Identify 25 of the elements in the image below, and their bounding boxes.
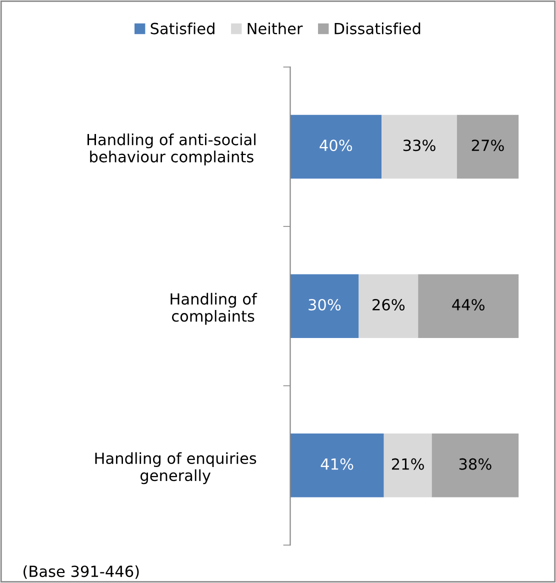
legend-label: Neither <box>248 22 303 34</box>
data-label: 41% <box>320 458 354 470</box>
legend-label: Dissatisfied <box>334 22 420 34</box>
bar <box>358 274 418 338</box>
bar <box>290 274 359 338</box>
data-label: 30% <box>308 298 341 311</box>
bar <box>456 114 519 179</box>
data-label: 26% <box>372 298 405 311</box>
data-label: 44% <box>452 298 484 311</box>
text: (Base 391-446) <box>24 565 139 579</box>
data-label: 33% <box>403 140 436 152</box>
data-label: 40% <box>320 140 352 152</box>
bar <box>384 434 432 498</box>
bar <box>290 434 384 498</box>
bar <box>418 274 519 338</box>
data-label: 21% <box>392 458 424 470</box>
bar <box>290 114 382 179</box>
legend-label: Satisfied <box>150 22 214 34</box>
bar <box>432 434 519 498</box>
bar <box>382 114 457 179</box>
y-tick-label: Handling of complaints <box>170 292 258 325</box>
data-label: 38% <box>459 458 492 470</box>
data-label: 27% <box>472 140 504 152</box>
y-tick-label: Handling of enquiries generally <box>95 452 256 484</box>
y-tick-label: Handling of anti-social behaviour complaints <box>88 134 256 166</box>
